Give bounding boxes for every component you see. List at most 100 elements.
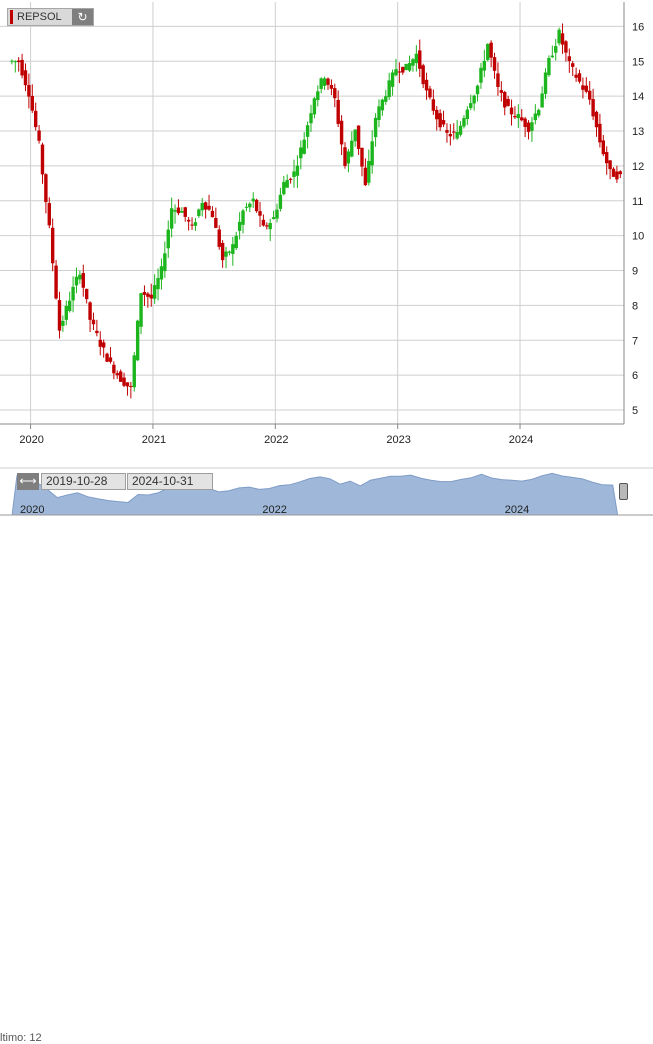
candle-body [169,208,174,229]
candle-body [462,118,466,127]
candle-body [397,71,402,73]
x-tick-label: 2023 [386,434,410,446]
candle-body [418,50,422,69]
candle-body [516,114,521,119]
candle-body [373,117,378,138]
candle-body [71,286,75,301]
y-tick-label: 13 [632,126,644,138]
navigator-year-label: 2022 [262,504,286,516]
candle-body [465,109,470,119]
candle-body [302,139,306,154]
candle-body [584,85,589,92]
candle-body [458,125,463,135]
candle-body [571,63,575,67]
candle-body [122,377,126,386]
candle-body [207,205,211,210]
y-tick-label: 12 [632,161,644,173]
candle-body [295,165,300,176]
refresh-icon[interactable]: ↻ [72,9,93,25]
candle-body [10,60,14,62]
candle-body [186,219,191,222]
candle-body [163,253,167,272]
candle-body [231,244,235,254]
footer-text: ltimo: 12 [0,1032,42,1044]
x-tick-label: 2020 [19,434,43,446]
candle-body [149,294,153,299]
candle-body [591,99,595,117]
candle-body [54,265,58,299]
candle-body [224,251,228,257]
candle-body [220,242,225,261]
candle-body [98,339,102,347]
candle-body [492,57,497,71]
candle-body [608,160,612,170]
double-arrow-icon[interactable]: ⟷ [17,473,39,490]
candle-body [88,302,92,320]
candle-body [404,63,408,71]
candle-body [173,210,177,212]
candle-body [176,207,181,214]
candle-body [203,202,208,210]
candle-body [248,203,252,208]
candle-body [44,174,48,203]
candle-body [339,120,344,145]
candle-body [200,202,204,211]
candle-body [227,251,232,253]
candle-body [57,300,62,331]
candle-body [370,141,374,166]
candle-body [81,273,85,288]
candle-body [394,69,398,76]
candle-body [380,99,385,111]
candle-body [594,111,599,128]
candle-body [509,107,514,115]
candle-body [91,319,96,325]
candle-body [16,60,21,63]
candle-body [384,96,388,102]
range-end-field[interactable]: 2024-10-31 [127,473,213,490]
candle-body [152,285,157,299]
candle-body [139,293,143,327]
candle-body [601,140,606,155]
candle-body [166,229,170,249]
candle-body [265,225,269,227]
candle-body [288,178,293,180]
candle-body [431,99,436,111]
candle-body [115,373,119,376]
candle-body [319,78,323,89]
candle-body [411,59,415,66]
footer-strip: ltimo: 12 [0,516,653,1044]
candle-body [316,91,320,101]
y-tick-label: 10 [632,231,644,243]
candle-body [156,278,160,290]
navigator-scroll-handle[interactable] [619,483,628,500]
range-start-field[interactable]: 2019-10-28 [41,473,126,490]
candle-body [271,217,276,219]
candle-body [346,151,351,164]
candle-body [581,85,585,90]
range-end-value: 2024-10-31 [132,474,194,488]
candle-body [455,132,459,139]
candle-body [360,147,364,167]
candle-body [377,106,381,120]
range-start-value: 2019-10-28 [46,474,108,488]
candle-body [118,371,123,382]
candle-body [312,98,317,115]
candle-body [285,179,289,188]
y-tick-label: 8 [632,300,638,312]
candle-body [180,211,184,213]
candle-body [452,131,456,133]
candle-body [567,56,572,62]
candle-body [61,320,65,326]
y-tick-label: 9 [632,266,638,278]
ticker-label[interactable]: REPSOL ↻ [7,8,94,26]
ticker-color-marker [10,10,13,24]
candle-body [217,229,221,247]
candle-body [282,181,286,195]
candle-body [486,43,490,60]
price-chart[interactable]: 5 6 7 8 9 10 11 12 13 14 15 16 2020 2021 2022 2023 2024 2… [0,0,653,525]
y-tick-label: 6 [632,370,638,382]
candle-body [564,41,568,53]
candle-body [540,93,544,108]
candle-body [268,223,272,230]
candle-body [210,210,215,218]
